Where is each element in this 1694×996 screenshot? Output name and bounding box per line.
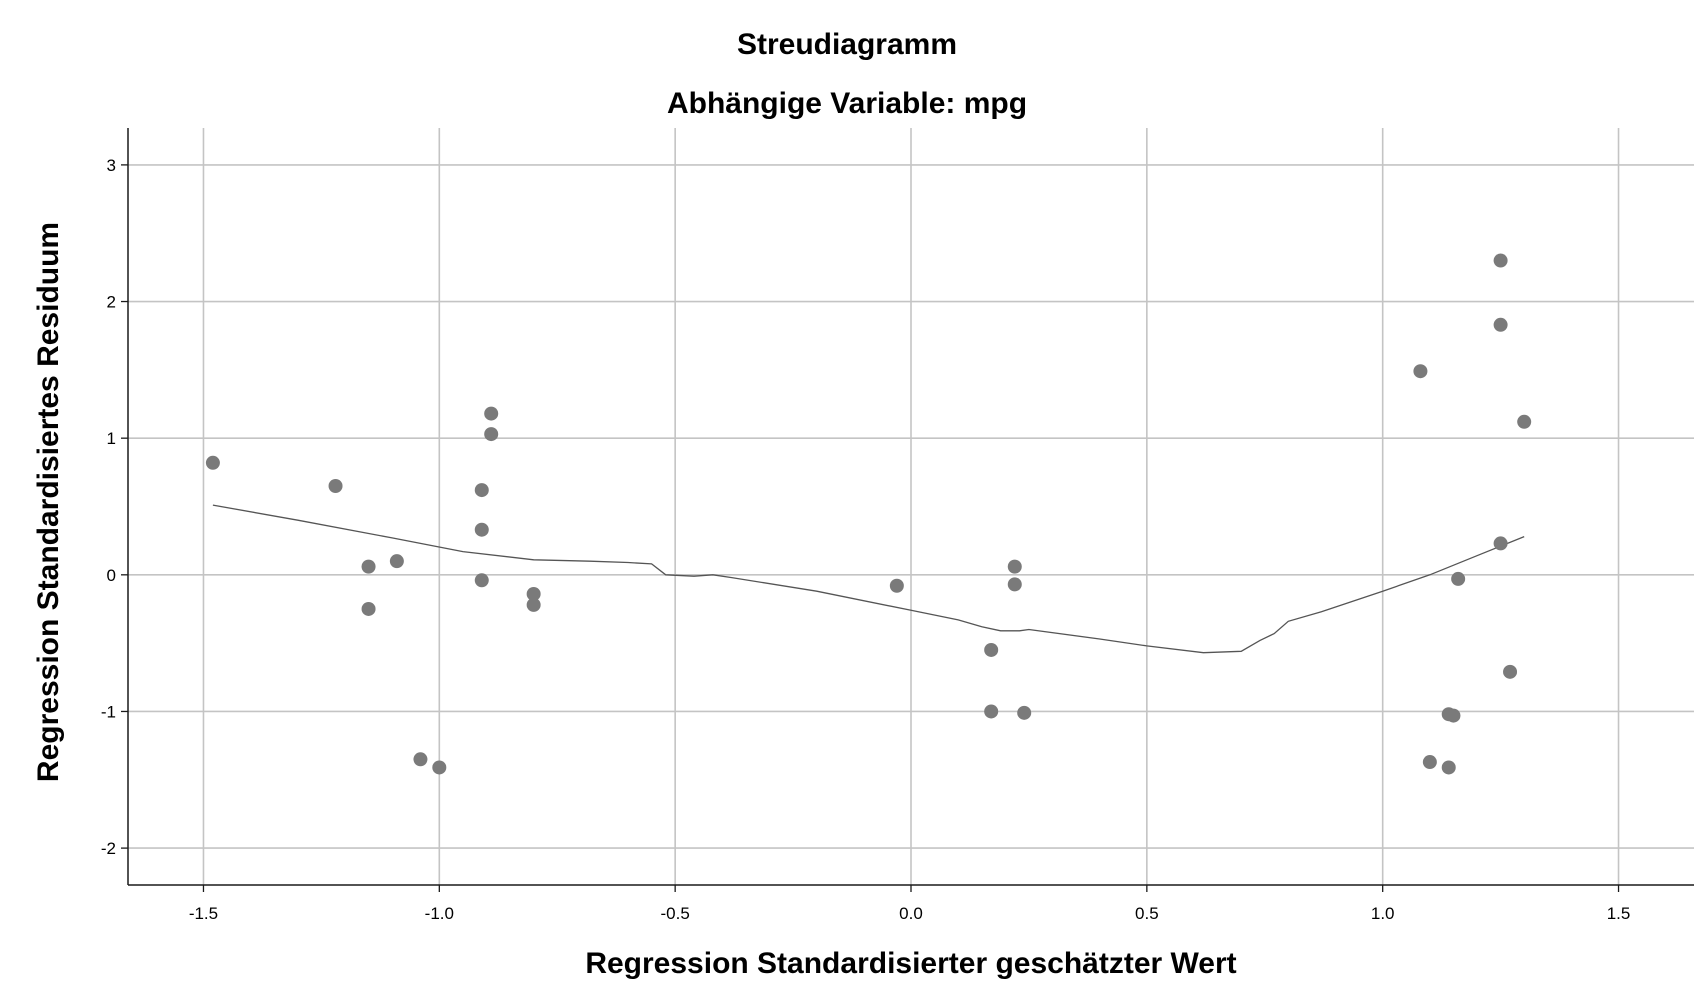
data-point <box>1422 755 1437 770</box>
data-point <box>1503 664 1518 679</box>
x-tick-label: 1.0 <box>1371 904 1395 923</box>
fit-line <box>212 504 1525 654</box>
data-point <box>1493 317 1508 332</box>
data-point <box>474 522 489 537</box>
x-tick-label: 0.0 <box>899 904 923 923</box>
y-tick-label: -2 <box>101 839 116 858</box>
data-point <box>1413 364 1428 379</box>
data-point <box>389 554 404 569</box>
data-point <box>1517 414 1532 429</box>
y-tick-label: 0 <box>107 566 116 585</box>
y-tick-label: 3 <box>107 156 116 175</box>
data-point <box>1441 760 1456 775</box>
data-point <box>526 586 541 601</box>
data-point <box>484 427 499 442</box>
data-point <box>361 559 376 574</box>
x-tick-label: 1.5 <box>1607 904 1631 923</box>
data-point <box>1017 705 1032 720</box>
data-point <box>1007 577 1022 592</box>
x-tick-label: -1.0 <box>425 904 454 923</box>
x-axis-label: Regression Standardisierter geschätzter … <box>585 947 1236 980</box>
data-point <box>984 642 999 657</box>
data-point <box>205 455 220 470</box>
y-tick-label: 1 <box>107 429 116 448</box>
data-point <box>1493 253 1508 268</box>
data-point <box>474 483 489 498</box>
data-point <box>328 479 343 494</box>
x-tick-label: -0.5 <box>661 904 690 923</box>
data-point <box>361 601 376 616</box>
data-point <box>889 578 904 593</box>
y-axis-label: Regression Standardisiertes Residuum <box>32 222 65 782</box>
data-point <box>484 406 499 421</box>
x-tick-label: 0.5 <box>1135 904 1159 923</box>
data-point <box>474 573 489 588</box>
fit-line-group <box>212 504 1525 654</box>
chart-subtitle: Abhängige Variable: mpg <box>667 87 1027 120</box>
data-point <box>526 597 541 612</box>
axes <box>121 128 1694 892</box>
data-points <box>205 253 1532 775</box>
tick-labels: -1.5 -1.0 -0.5 0.0 0.5 1.0 1.5 -2 -1 0 1 2 3 <box>101 156 1630 923</box>
data-point <box>413 752 428 767</box>
y-tick-label: -1 <box>101 702 116 721</box>
chart-title: Streudiagramm <box>737 28 957 61</box>
data-point <box>1446 708 1461 723</box>
data-point <box>432 760 447 775</box>
data-point <box>1007 559 1022 574</box>
y-tick-label: 2 <box>107 293 116 312</box>
data-point <box>984 704 999 719</box>
grid-lines <box>128 128 1694 885</box>
x-tick-label: -1.5 <box>189 904 218 923</box>
data-point <box>1451 571 1466 586</box>
data-point <box>1493 536 1508 551</box>
